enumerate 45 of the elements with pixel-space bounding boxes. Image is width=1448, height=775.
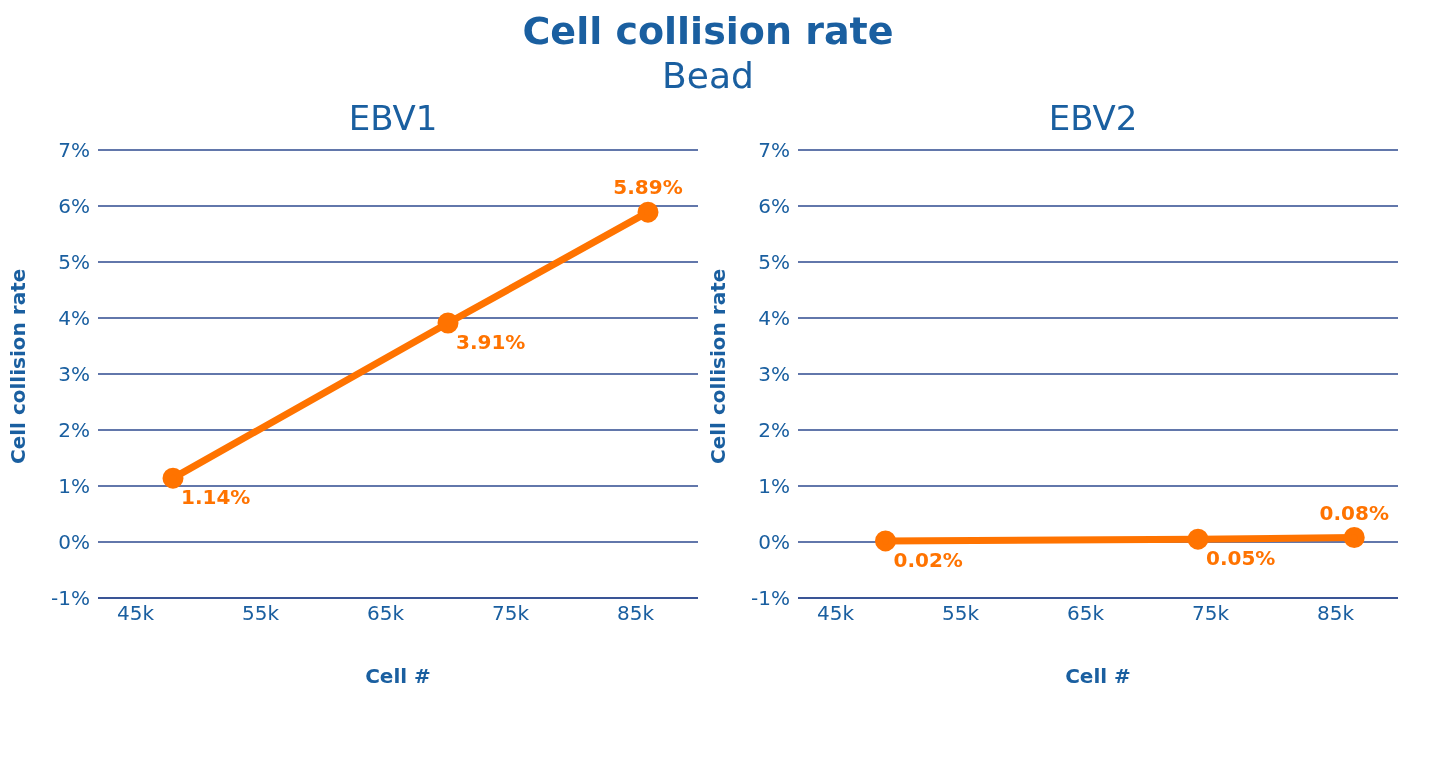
y-tick-label: 4% [58,306,90,331]
y-tick-label: 6% [758,194,790,219]
chart-title: EBV1 [347,98,439,138]
y-tick-label: 7% [758,138,790,163]
x-tick-label: 65k [366,601,405,626]
y-tick-label: 0% [758,530,790,555]
data-label: 5.89% [613,175,683,200]
y-tick-label: 4% [758,306,790,331]
text: Cell collision rate [521,8,895,54]
y-tick-label: 2% [758,418,790,443]
y-axis-title: Cell collision rate [706,268,731,464]
y-tick-label: 0% [58,530,90,555]
y-tick-label: 2% [58,418,90,443]
x-tick-label: 45k [816,601,855,626]
y-tick-label: 7% [58,138,90,163]
x-axis-title: Cell # [1065,664,1131,688]
y-tick-label: 1% [58,474,90,499]
x-tick-label: 75k [491,601,530,626]
point [637,201,659,223]
x-tick-label: 55k [941,601,980,626]
chart-title: EBV2 [1047,98,1139,138]
point [162,467,184,489]
y-tick-label: 3% [758,362,790,387]
x-tick-label: 85k [1316,601,1355,626]
y-tick-label: 6% [58,194,90,219]
point [437,312,459,334]
y-axis-title: Cell collision rate [6,268,31,464]
y-tick-label: 5% [58,250,90,275]
y-tick-label: -1% [51,586,90,611]
x-tick-label: 75k [1191,601,1230,626]
data-label: 0.08% [1319,500,1389,525]
y-tick-label: 5% [758,250,790,275]
y-tick-label: 1% [758,474,790,499]
x-tick-label: 65k [1066,601,1105,626]
data-label: 3.91% [456,330,526,355]
data-label: 0.05% [1206,546,1276,571]
x-tick-label: 85k [616,601,655,626]
x-tick-label: 55k [241,601,280,626]
data-label: 0.02% [893,547,963,572]
y-tick-label: -1% [751,586,790,611]
y-tick-label: 3% [58,362,90,387]
x-axis-title: Cell # [365,664,431,688]
x-tick-label: 45k [116,601,155,626]
text: Bead [661,54,755,98]
data-label: 1.14% [181,485,251,510]
